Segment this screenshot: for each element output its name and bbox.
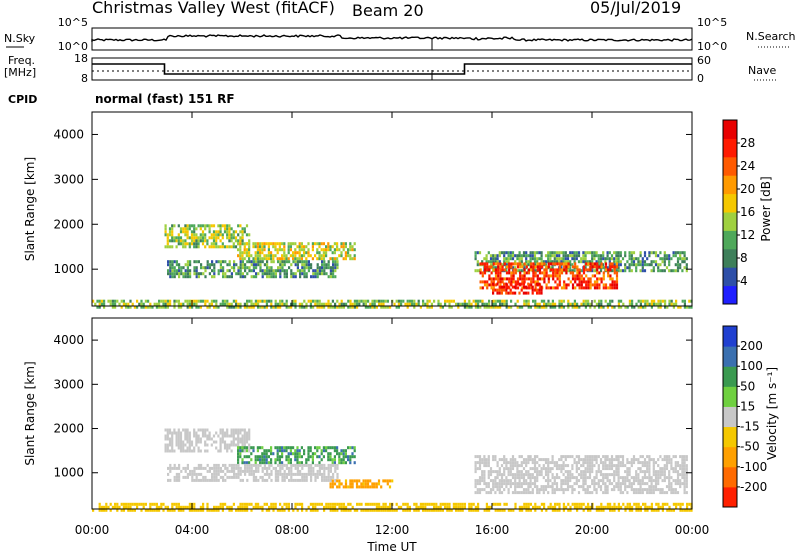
cpid-text: normal (fast) 151 RF <box>95 92 235 106</box>
nsearch-tick-bottom: 10^0 <box>697 40 727 53</box>
velocity-colorbar-segment <box>723 326 737 347</box>
power-colorbar-segment <box>723 248 737 268</box>
power-colorbar-segment <box>723 193 737 213</box>
power-plot-area <box>92 112 692 306</box>
power-region-5 <box>492 282 543 295</box>
xtick-label: 16:00 <box>475 523 510 537</box>
power-colorbar-tick-label: 4 <box>740 274 748 288</box>
power-colorbar-tick-label: 20 <box>740 182 755 196</box>
velocity-colorbar-frame <box>722 325 738 508</box>
power-colorbar-tick-label: 16 <box>740 205 755 219</box>
power-ytick-label: 4000 <box>53 127 84 141</box>
xtick-label: 12:00 <box>375 523 410 537</box>
xtick-label: 00:00 <box>675 523 710 537</box>
velocity-colorbar-tick-label: 50 <box>740 379 755 393</box>
velocity-colorbar-tick-label: -15 <box>740 420 760 434</box>
velocity-ytick-label: 1000 <box>53 466 84 480</box>
nsky-trace <box>91 34 693 42</box>
freq-label: Freq. <box>8 54 35 67</box>
power-colorbar-segment <box>723 267 737 287</box>
nsearch-label: N.Search <box>746 30 796 43</box>
nsky-tick-top: 10^5 <box>58 16 88 29</box>
velocity-colorbar-tick-label: 15 <box>740 399 755 413</box>
power-colorbar-segment <box>723 175 737 195</box>
power-ytick-label: 3000 <box>53 172 84 186</box>
cpid-label: CPID <box>8 93 37 106</box>
freq-trace <box>92 63 692 75</box>
nsky-label: N.Sky <box>4 32 36 45</box>
station-title: Christmas Valley West (fitACF) <box>92 0 335 17</box>
velocity-colorbar-segment <box>723 486 737 508</box>
nsky-tick-bottom: 10^0 <box>58 40 88 53</box>
freq-panel-frame <box>91 57 693 81</box>
velocity-colorbar-segment <box>723 366 737 387</box>
xtick-label: 00:00 <box>75 523 110 537</box>
power-colorbar-tick-label: 24 <box>740 159 755 173</box>
nave-tick-top: 60 <box>697 54 711 67</box>
power-colorbar-segment <box>723 230 737 250</box>
velocity-colorbar-segment <box>723 426 737 448</box>
velocity-ylabel: Slant Range [km] <box>23 361 37 465</box>
power-colorbar-segment <box>723 138 737 158</box>
velocity-colorbar-tick-label: -100 <box>740 460 767 474</box>
xtick-label: 08:00 <box>275 523 310 537</box>
velocity-ytick-label: 3000 <box>53 377 84 391</box>
x-axis-label: Time UT <box>366 540 417 554</box>
velocity-region-4 <box>474 455 688 495</box>
freq-tick-bottom: 8 <box>81 72 88 85</box>
power-region-1 <box>237 242 356 261</box>
power-colorbar-segment <box>723 212 737 231</box>
power-colorbar-segment <box>723 120 737 139</box>
velocity-colorbar-tick-label: -200 <box>740 480 767 494</box>
power-ytick-label: 1000 <box>53 262 84 276</box>
power-colorbar-tick-label: 8 <box>740 251 748 265</box>
velocity-region-2 <box>167 463 339 482</box>
xtick-label: 20:00 <box>575 523 610 537</box>
power-region-6 <box>92 299 693 309</box>
beam-label: Beam 20 <box>352 1 424 20</box>
velocity-colorbar-label: Velocity [m s⁻¹] <box>765 367 779 460</box>
xtick-label: 04:00 <box>175 523 210 537</box>
power-ylabel: Slant Range [km] <box>23 157 37 261</box>
date-label: 05/Jul/2019 <box>590 0 682 17</box>
velocity-colorbar-tick-label: -50 <box>740 440 760 454</box>
velocity-colorbar-segment <box>723 446 737 468</box>
velocity-ytick-label: 2000 <box>53 422 84 436</box>
power-colorbar-tick-label: 28 <box>740 136 755 150</box>
velocity-colorbar-segment <box>723 406 737 428</box>
velocity-region-1 <box>237 446 356 465</box>
power-region-4 <box>479 262 619 290</box>
velocity-region-3 <box>329 479 394 489</box>
velocity-colorbar-tick-label: 100 <box>740 359 763 373</box>
nsearch-tick-top: 10^5 <box>697 16 727 29</box>
power-colorbar-segment <box>723 285 737 305</box>
velocity-region-5 <box>92 502 693 512</box>
velocity-ytick-label: 4000 <box>53 333 84 347</box>
power-colorbar-tick-label: 12 <box>740 228 755 242</box>
power-colorbar-label: Power [dB] <box>759 176 773 241</box>
freq-tick-top: 18 <box>74 52 88 65</box>
nave-tick-bottom: 0 <box>697 72 704 85</box>
velocity-colorbar-segment <box>723 466 737 488</box>
nave-label: Nave <box>748 64 776 77</box>
freq-unit: [MHz] <box>4 66 36 79</box>
velocity-colorbar-tick-label: 200 <box>740 339 763 353</box>
power-region-2 <box>167 260 339 279</box>
power-colorbar-segment <box>723 156 737 176</box>
velocity-colorbar-segment <box>723 346 737 367</box>
power-ytick-label: 2000 <box>53 217 84 231</box>
velocity-colorbar-segment <box>723 386 737 407</box>
